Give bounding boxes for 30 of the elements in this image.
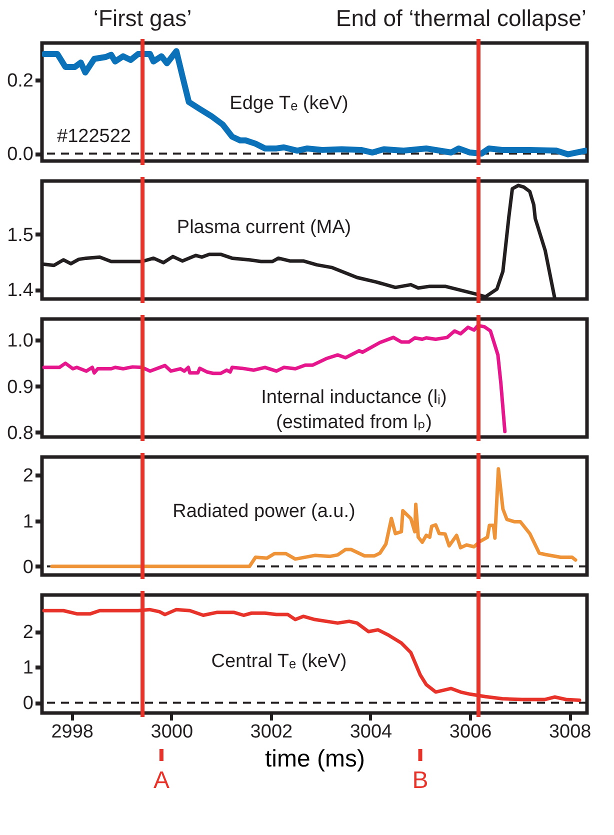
y-tick-label: 0.2 bbox=[7, 70, 34, 92]
y-tick-label: 1.4 bbox=[7, 280, 34, 302]
y-tick-label: 1 bbox=[22, 511, 34, 532]
x-tick-label: 2998 bbox=[51, 722, 94, 742]
y-tick-label: 1.5 bbox=[7, 224, 34, 246]
series-label: Internal inductance (lᵢ) (estimated from lₚ) bbox=[261, 387, 447, 433]
series-label: Central Tₑ (keV) bbox=[211, 651, 347, 672]
y-tick-label: 2 bbox=[22, 622, 34, 644]
y-tick-label: 0.8 bbox=[7, 422, 34, 444]
series-label: Plasma current (MA) bbox=[176, 217, 352, 238]
y-tick-label: 0.0 bbox=[7, 144, 34, 166]
y-tick-label: 1 bbox=[22, 658, 34, 679]
annotation: #122522 bbox=[57, 126, 131, 147]
annotation: A bbox=[153, 767, 170, 794]
x-tick-label: 3004 bbox=[350, 722, 393, 742]
series-label: Edge Tₑ (keV) bbox=[230, 93, 348, 114]
ref-line-label: ‘First gas’ bbox=[93, 5, 192, 31]
annotation: B bbox=[412, 767, 428, 794]
y-tick-label: 0.9 bbox=[7, 376, 34, 398]
x-tick-label: 3006 bbox=[449, 722, 492, 742]
x-tick-label: 3000 bbox=[150, 722, 194, 742]
x-tick-label: 3008 bbox=[548, 722, 592, 742]
y-tick-label: 1.0 bbox=[7, 330, 34, 352]
ref-line-label: End of ‘thermal collapse’ bbox=[336, 5, 586, 31]
x-tick-label: 3002 bbox=[250, 722, 293, 742]
x-axis-title: time (ms) bbox=[265, 746, 365, 772]
y-tick-label: 0 bbox=[22, 693, 34, 714]
series-label: Radiated power (a.u.) bbox=[172, 501, 356, 522]
y-tick-label: 0 bbox=[22, 556, 34, 578]
y-tick-label: 2 bbox=[22, 466, 34, 487]
